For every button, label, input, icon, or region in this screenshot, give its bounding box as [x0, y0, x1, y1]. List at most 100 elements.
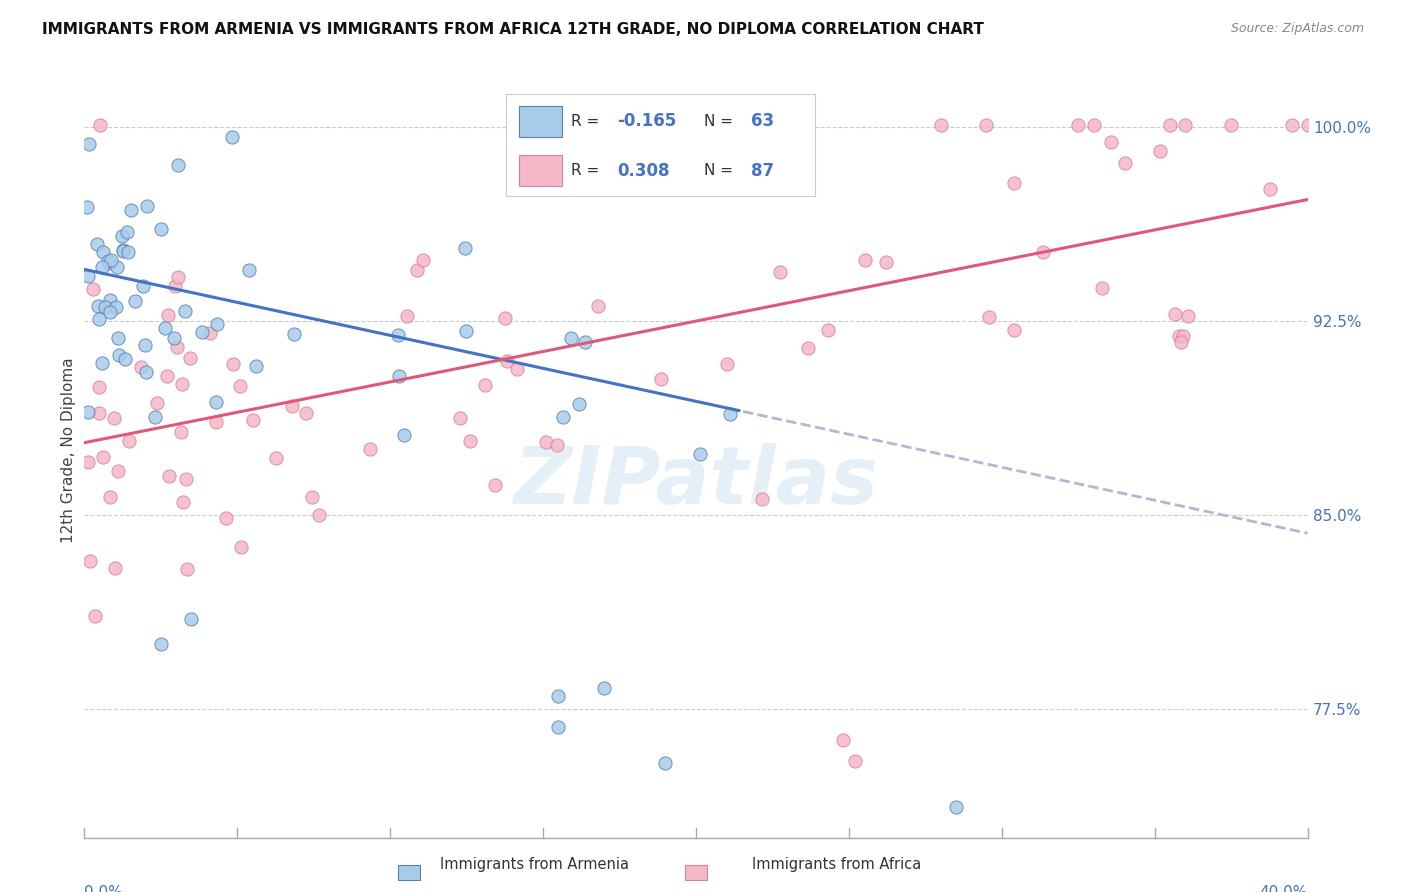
Point — [716, 357, 738, 371]
Point — [506, 362, 529, 376]
Point — [1177, 310, 1199, 324]
Point — [242, 413, 264, 427]
Point — [976, 118, 998, 132]
Point — [817, 323, 839, 337]
Point — [115, 226, 138, 240]
Point — [221, 130, 243, 145]
Point — [547, 689, 569, 703]
Point — [111, 244, 134, 258]
Bar — [519, 106, 562, 136]
Point — [546, 437, 568, 451]
Point — [90, 356, 112, 370]
Text: N =: N = — [704, 114, 738, 128]
Point — [484, 478, 506, 492]
Point — [456, 324, 478, 338]
Point — [1168, 329, 1191, 343]
Point — [143, 410, 166, 425]
Text: 0.308: 0.308 — [617, 161, 671, 179]
Point — [796, 341, 818, 355]
Point — [229, 379, 252, 393]
Point — [104, 561, 127, 575]
Point — [1171, 329, 1194, 343]
Point — [166, 340, 188, 354]
Point — [91, 244, 114, 259]
Point — [1258, 182, 1281, 196]
Point — [593, 681, 616, 696]
Point — [977, 310, 1000, 324]
Point — [751, 491, 773, 506]
Point — [114, 352, 136, 367]
Point — [87, 312, 110, 326]
Point — [86, 236, 108, 251]
Point — [205, 317, 228, 331]
Point — [1164, 307, 1187, 321]
Point — [82, 282, 104, 296]
Point — [163, 330, 186, 344]
Point — [79, 554, 101, 568]
Point — [574, 335, 596, 350]
Point — [214, 511, 236, 525]
Text: -0.165: -0.165 — [617, 112, 676, 130]
Point — [768, 265, 790, 279]
Point — [180, 612, 202, 626]
Point — [1032, 244, 1054, 259]
Point — [388, 368, 411, 383]
Point — [87, 406, 110, 420]
Point — [280, 399, 302, 413]
Point — [238, 262, 260, 277]
Text: Immigrants from Africa: Immigrants from Africa — [752, 857, 921, 872]
Point — [149, 222, 172, 236]
Point — [100, 252, 122, 267]
Point — [1174, 118, 1197, 132]
Text: 63: 63 — [751, 112, 773, 130]
Point — [245, 359, 267, 373]
Point — [176, 562, 198, 576]
Point — [654, 756, 676, 771]
Point — [396, 309, 419, 323]
Point — [105, 301, 128, 315]
Point — [173, 304, 195, 318]
Point — [76, 200, 98, 214]
Point — [547, 720, 569, 734]
Point — [174, 472, 197, 486]
Point — [412, 252, 434, 267]
Point — [77, 404, 100, 418]
Point — [103, 410, 125, 425]
Point — [1114, 155, 1136, 169]
Point — [718, 407, 741, 421]
Point — [229, 541, 252, 555]
Point — [560, 331, 582, 345]
Point — [179, 351, 201, 365]
Point — [844, 754, 866, 768]
Point — [406, 263, 429, 277]
Point — [110, 229, 132, 244]
Point — [93, 450, 115, 465]
Point — [1002, 322, 1025, 336]
Point — [929, 118, 952, 132]
Point — [494, 311, 516, 326]
Point — [156, 308, 179, 322]
Point — [129, 360, 152, 375]
Point — [135, 365, 157, 379]
Point — [1296, 118, 1319, 132]
Text: 0.0%: 0.0% — [84, 885, 124, 892]
Point — [172, 495, 194, 509]
Point — [77, 136, 100, 151]
Point — [853, 253, 876, 268]
Text: N =: N = — [704, 163, 738, 178]
Point — [156, 369, 179, 384]
Point — [132, 279, 155, 293]
Point — [77, 268, 100, 283]
Point — [149, 637, 172, 651]
Point — [136, 199, 159, 213]
Point — [117, 244, 139, 259]
Point — [117, 434, 139, 449]
Point — [165, 278, 187, 293]
Point — [172, 377, 194, 392]
Text: R =: R = — [571, 163, 605, 178]
Point — [392, 428, 415, 442]
Point — [97, 254, 120, 268]
Point — [89, 118, 111, 132]
Point — [107, 331, 129, 345]
Point — [108, 348, 131, 362]
